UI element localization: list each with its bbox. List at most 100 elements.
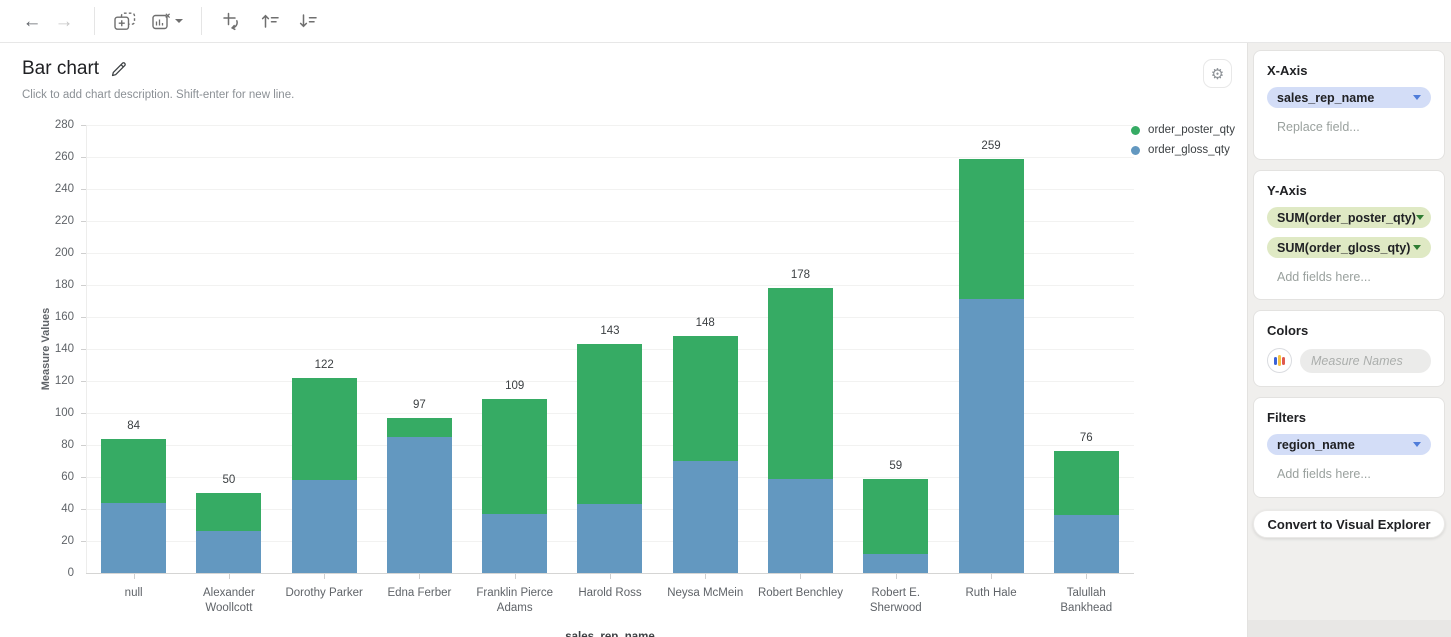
y-tick-label: 160: [54, 311, 74, 323]
bar-segment-order_gloss_qty[interactable]: [386, 437, 452, 573]
bar-column: 148: [658, 125, 753, 573]
bar-segment-order_poster_qty[interactable]: [863, 478, 929, 554]
edit-title-button[interactable]: [110, 61, 127, 78]
x-tick-label: Franklin Pierce Adams: [467, 574, 562, 616]
y-tick-label: 200: [54, 247, 74, 259]
bar-total-label: 178: [790, 269, 811, 282]
bar-segment-order_gloss_qty[interactable]: [958, 299, 1024, 573]
bar-segment-order_gloss_qty[interactable]: [482, 513, 548, 573]
sort-ascending-button[interactable]: [254, 6, 286, 36]
bar-segment-order_poster_qty[interactable]: [291, 377, 357, 481]
bar-total-label: 84: [127, 419, 141, 432]
plot: Measure Values 0 20 40 60 80 100 120 140 160 180 2…: [22, 115, 1247, 637]
bar-column: 143: [562, 125, 657, 573]
bar-stack-Harold Ross[interactable]: [577, 344, 643, 573]
bar-segment-order_poster_qty[interactable]: [196, 493, 262, 532]
field-pill-region_name[interactable]: region_name: [1267, 434, 1431, 455]
bar-stack-Dorothy Parker[interactable]: [291, 377, 357, 573]
bar-column: 76: [1039, 125, 1134, 573]
field-pill-label: sales_rep_name: [1277, 90, 1375, 105]
bar-total-label: 59: [889, 459, 903, 472]
swap-axes-icon: [223, 12, 238, 31]
gridline: [81, 189, 1134, 190]
bar-segment-order_gloss_qty[interactable]: [291, 480, 357, 573]
bar-segment-order_poster_qty[interactable]: [767, 288, 833, 479]
bar-stack-Edna Ferber[interactable]: [386, 417, 452, 573]
bar-segment-order_gloss_qty[interactable]: [863, 553, 929, 573]
bar-stack-Franklin Pierce Adams[interactable]: [482, 398, 548, 573]
bar-segment-order_poster_qty[interactable]: [672, 336, 738, 461]
bar-column: 109: [467, 125, 562, 573]
bar-segment-order_poster_qty[interactable]: [1053, 451, 1119, 516]
bar-stack-null[interactable]: [101, 438, 167, 573]
toolbar-divider: [94, 7, 95, 35]
back-button[interactable]: ←: [16, 6, 48, 36]
remove-chart-icon: [151, 13, 170, 30]
bar-stack-Alexander Woollcott[interactable]: [196, 493, 262, 573]
y-tick-label: 120: [54, 375, 74, 387]
bar-segment-order_gloss_qty[interactable]: [767, 478, 833, 573]
bar-stack-Ruth Hale[interactable]: [958, 158, 1024, 573]
field-pill-sales_rep_name[interactable]: sales_rep_name: [1267, 87, 1431, 108]
bar-segment-order_poster_qty[interactable]: [386, 417, 452, 437]
top-toolbar: ← →: [0, 0, 1451, 43]
y-tick-label: 220: [54, 215, 74, 227]
add-element-icon: [114, 12, 136, 30]
colors-measure-names-field[interactable]: Measure Names: [1300, 348, 1431, 373]
y-axis-section: Y-Axis SUM(order_poster_qty) SUM(order_gl…: [1253, 170, 1445, 300]
x-tick-label: Harold Ross: [562, 574, 657, 616]
filters-add-fields-target[interactable]: Add fields here...: [1277, 467, 1371, 481]
field-pill-SUM(order_poster_qty)[interactable]: SUM(order_poster_qty): [1267, 207, 1431, 228]
bar-segment-order_gloss_qty[interactable]: [577, 504, 643, 573]
color-palette-button[interactable]: [1267, 348, 1292, 373]
filters-section: Filters region_name Add fields here...: [1253, 397, 1445, 498]
bar-segment-order_gloss_qty[interactable]: [672, 461, 738, 573]
x-tick-label: Talullah Bankhead: [1039, 574, 1134, 616]
sort-descending-button[interactable]: [292, 6, 324, 36]
y-tick-label: 60: [61, 471, 74, 483]
convert-to-visual-explorer-button[interactable]: Convert to Visual Explorer: [1253, 510, 1445, 538]
y-axis-add-fields-target[interactable]: Add fields here...: [1277, 270, 1371, 284]
x-axis-replace-field-target[interactable]: Replace field...: [1277, 120, 1360, 134]
x-axis-section-title: X-Axis: [1267, 63, 1308, 78]
bar-total-label: 259: [981, 139, 1001, 152]
colors-section-title: Colors: [1267, 323, 1309, 338]
bar-total-label: 143: [600, 325, 620, 338]
bar-column: 259: [943, 125, 1038, 573]
bar-stack-Robert Benchley[interactable]: [767, 288, 833, 573]
field-pill-SUM(order_gloss_qty)[interactable]: SUM(order_gloss_qty): [1267, 237, 1431, 258]
colors-section: Colors Measure Names: [1253, 310, 1445, 387]
y-tick-label: 80: [61, 439, 74, 451]
chevron-down-icon: [1413, 245, 1421, 250]
bar-column: 59: [848, 125, 943, 573]
bar-segment-order_gloss_qty[interactable]: [1053, 515, 1119, 573]
bar-segment-order_gloss_qty[interactable]: [196, 531, 262, 573]
swap-axes-button[interactable]: [216, 6, 248, 36]
y-axis-section-title: Y-Axis: [1267, 183, 1307, 198]
sort-ascending-icon: [261, 14, 279, 28]
bar-stack-Talullah Bankhead[interactable]: [1053, 451, 1119, 573]
bar-segment-order_poster_qty[interactable]: [101, 438, 167, 503]
forward-button[interactable]: →: [48, 6, 80, 36]
bar-segment-order_poster_qty[interactable]: [958, 158, 1024, 300]
bar-segment-order_gloss_qty[interactable]: [101, 502, 167, 573]
bar-segment-order_poster_qty[interactable]: [482, 398, 548, 514]
add-element-button[interactable]: [109, 6, 141, 36]
remove-chart-button[interactable]: [147, 6, 187, 36]
bar-total-label: 97: [413, 398, 426, 411]
chart-description-placeholder[interactable]: Click to add chart description. Shift-en…: [22, 89, 295, 101]
y-tick-label: 20: [61, 535, 74, 547]
chart-title[interactable]: Bar chart: [22, 58, 100, 79]
x-axis-title: sales_rep_name: [565, 631, 655, 637]
x-axis-line: [86, 573, 1134, 574]
bar-stack-Robert E. Sherwood[interactable]: [863, 478, 929, 573]
y-tick-label: 180: [54, 279, 74, 291]
bar-segment-order_poster_qty[interactable]: [577, 344, 643, 505]
chart-settings-button[interactable]: ⚙: [1203, 59, 1232, 88]
back-arrow-icon: ←: [22, 10, 42, 32]
x-tick-label: Dorothy Parker: [277, 574, 372, 616]
bar-column: 97: [372, 125, 467, 573]
gridline: [81, 317, 1134, 318]
bar-stack-Neysa McMein[interactable]: [672, 336, 738, 573]
bar-total-label: 50: [222, 474, 236, 487]
